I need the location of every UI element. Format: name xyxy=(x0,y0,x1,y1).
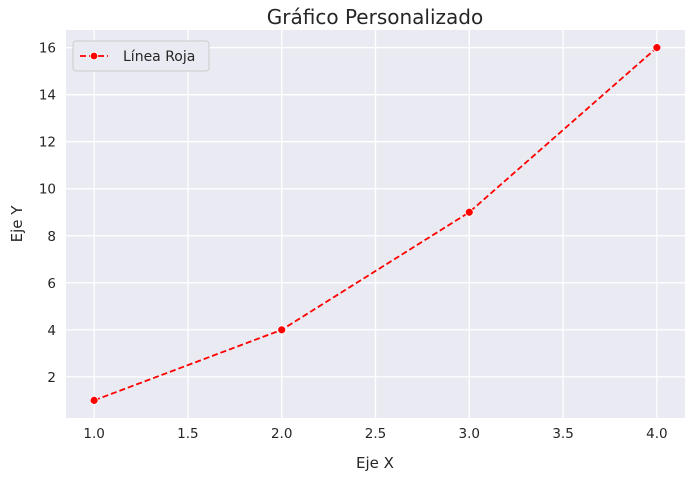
legend-box xyxy=(72,40,210,72)
x-tick-label: 3.5 xyxy=(552,426,573,442)
y-tick-label: 14 xyxy=(39,88,56,104)
y-tick-label: 16 xyxy=(39,41,56,57)
y-tick-label: 8 xyxy=(47,229,56,245)
y-tick-label: 4 xyxy=(47,323,56,339)
chart-title: Gráfico Personalizado xyxy=(267,5,483,29)
legend-label: Línea Roja xyxy=(123,49,195,65)
x-axis-label: Eje X xyxy=(356,454,394,472)
x-tick-label: 1.0 xyxy=(83,426,104,442)
x-tick-label: 1.5 xyxy=(177,426,198,442)
y-tick-label: 12 xyxy=(39,135,56,151)
legend-marker xyxy=(89,51,99,61)
x-tick-labels: 1.0 1.5 2.0 2.5 3.0 3.5 4.0 xyxy=(83,426,667,442)
data-point xyxy=(652,43,662,53)
x-tick-label: 3.0 xyxy=(459,426,480,442)
legend: Línea Roja xyxy=(72,40,210,72)
series-line xyxy=(93,46,658,402)
y-axis-label: Eje Y xyxy=(8,205,26,243)
x-tick-label: 2.0 xyxy=(271,426,292,442)
y-tick-labels: 2 4 6 8 10 12 14 16 xyxy=(39,41,56,386)
y-tick-label: 10 xyxy=(39,182,56,198)
x-tick-label: 4.0 xyxy=(646,426,667,442)
y-tick-label: 2 xyxy=(47,370,56,386)
data-point xyxy=(464,207,474,217)
grid-lines xyxy=(66,30,685,418)
data-point xyxy=(277,325,287,335)
data-series xyxy=(89,43,662,405)
y-tick-label: 6 xyxy=(47,276,56,292)
data-point xyxy=(89,395,99,405)
x-tick-label: 2.5 xyxy=(365,426,386,442)
